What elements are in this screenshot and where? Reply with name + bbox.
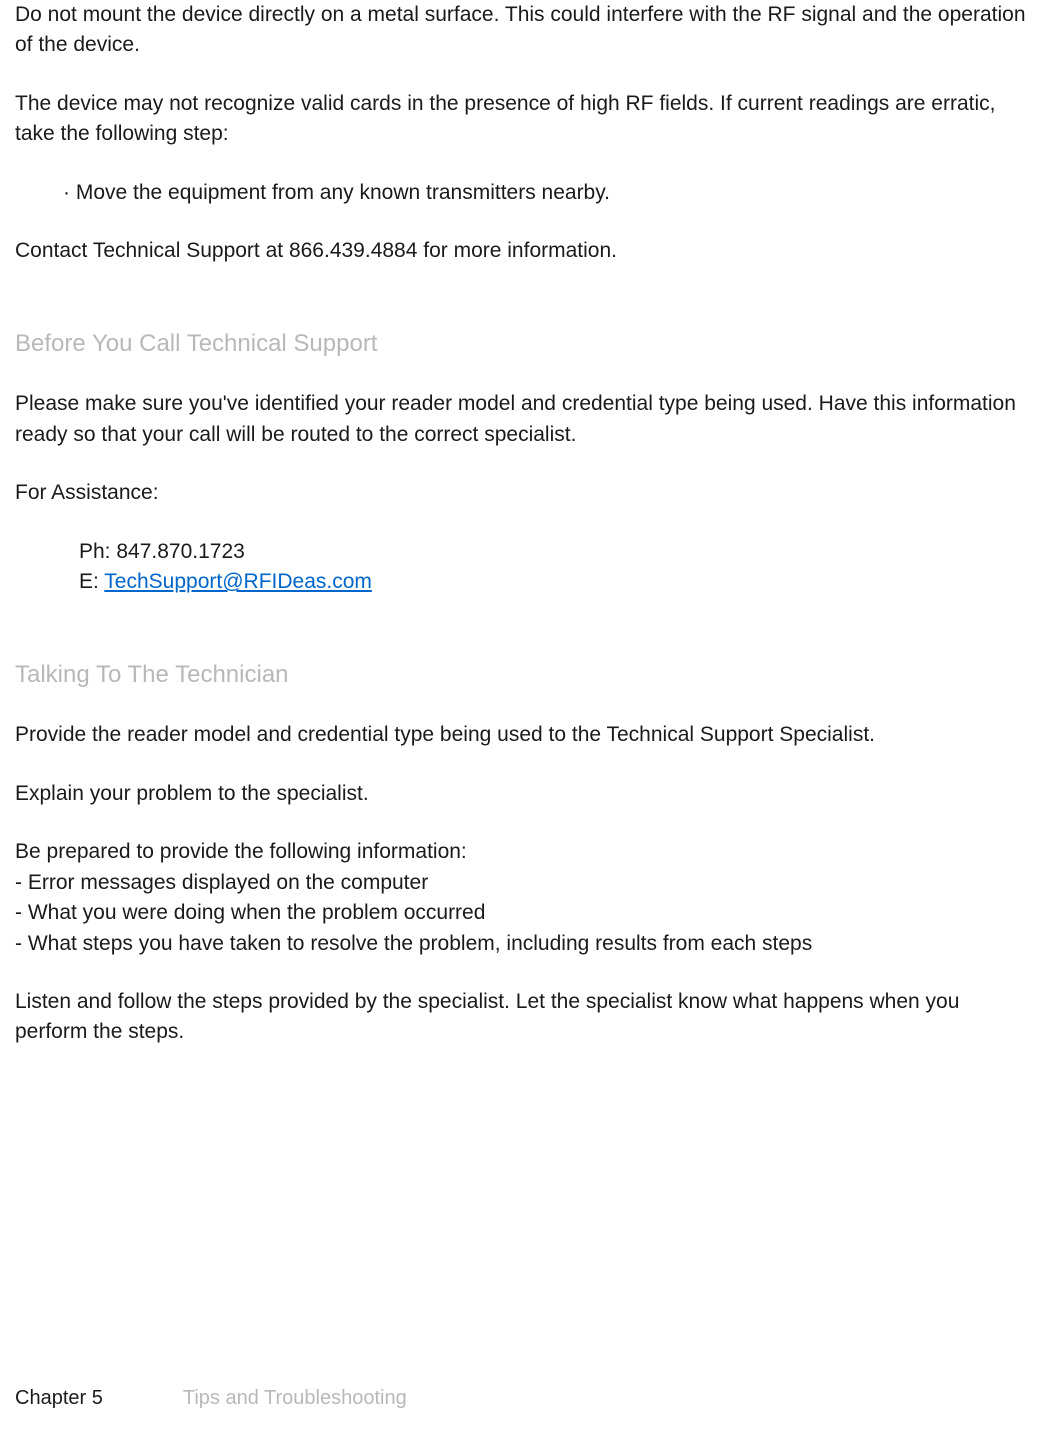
heading-talking-technician: Talking To The Technician bbox=[15, 658, 1032, 693]
paragraph-explain-problem: Explain your problem to the specialist. bbox=[15, 779, 1032, 809]
list-item-errors: - Error messages displayed on the comput… bbox=[15, 868, 1032, 898]
list-intro: Be prepared to provide the following inf… bbox=[15, 837, 1032, 867]
page-footer: Chapter 5 Tips and Troubleshooting bbox=[15, 1384, 407, 1413]
email-link[interactable]: TechSupport@RFIDeas.com bbox=[104, 570, 372, 593]
footer-title: Tips and Troubleshooting bbox=[183, 1387, 407, 1409]
email-prefix: E: bbox=[79, 570, 104, 593]
heading-before-call: Before You Call Technical Support bbox=[15, 327, 1032, 362]
email-line: E: TechSupport@RFIDeas.com bbox=[79, 567, 1032, 597]
bullet-move-equipment: · Move the equipment from any known tran… bbox=[63, 178, 1032, 208]
list-item-steps: - What steps you have taken to resolve t… bbox=[15, 929, 1032, 959]
footer-chapter: Chapter 5 bbox=[15, 1387, 103, 1409]
paragraph-listen-follow: Listen and follow the steps provided by … bbox=[15, 987, 1032, 1048]
label-for-assistance: For Assistance: bbox=[15, 478, 1032, 508]
paragraph-mounting-warning: Do not mount the device directly on a me… bbox=[15, 0, 1032, 61]
paragraph-rf-fields: The device may not recognize valid cards… bbox=[15, 89, 1032, 150]
info-list: Be prepared to provide the following inf… bbox=[15, 837, 1032, 959]
list-item-doing: - What you were doing when the problem o… bbox=[15, 898, 1032, 928]
paragraph-identify-reader: Please make sure you've identified your … bbox=[15, 389, 1032, 450]
paragraph-contact-support: Contact Technical Support at 866.439.488… bbox=[15, 236, 1032, 266]
paragraph-provide-model: Provide the reader model and credential … bbox=[15, 720, 1032, 750]
contact-details: Ph: 847.870.1723 E: TechSupport@RFIDeas.… bbox=[79, 537, 1032, 598]
phone-line: Ph: 847.870.1723 bbox=[79, 537, 1032, 567]
